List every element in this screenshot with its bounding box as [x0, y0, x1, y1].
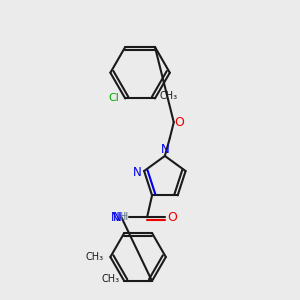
Text: N: N — [160, 142, 169, 155]
Text: CH₃: CH₃ — [101, 274, 119, 284]
Text: O: O — [174, 116, 184, 129]
Text: CH₃: CH₃ — [85, 252, 103, 262]
Text: Cl: Cl — [108, 94, 119, 103]
Text: H: H — [118, 212, 127, 222]
Text: N: N — [113, 211, 122, 224]
Text: CH₃: CH₃ — [160, 92, 178, 101]
Text: H: H — [120, 212, 128, 222]
Text: N: N — [133, 167, 142, 179]
Text: N: N — [111, 211, 120, 224]
Text: O: O — [167, 211, 177, 224]
